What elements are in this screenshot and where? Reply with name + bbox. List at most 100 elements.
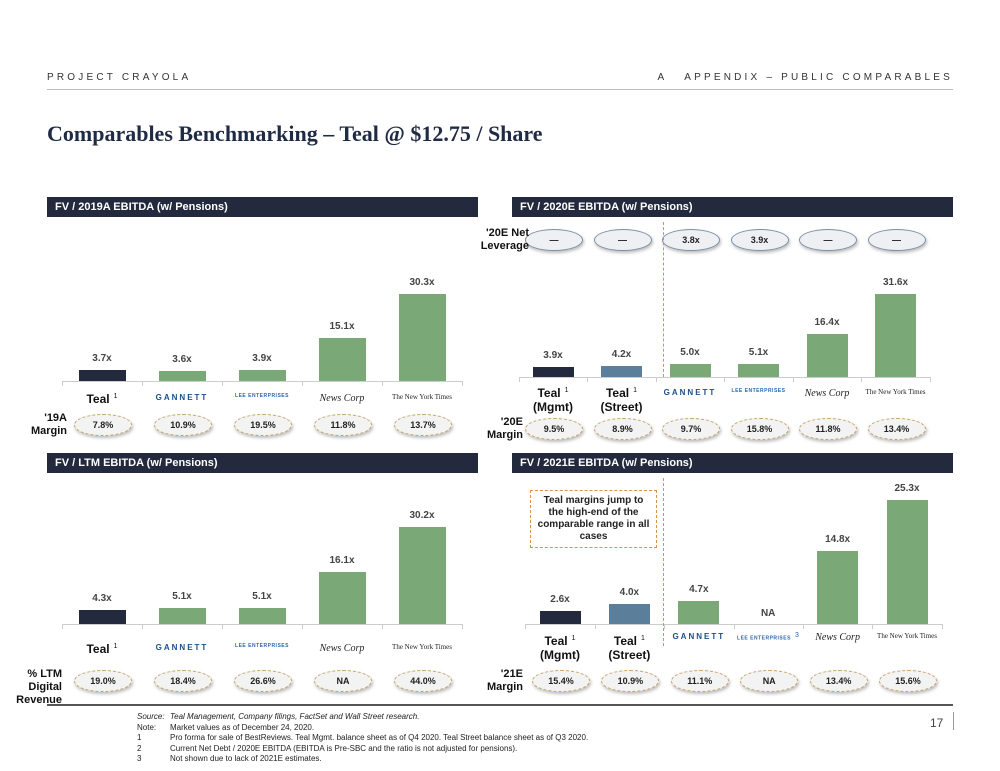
project-name: PROJECT CRAYOLA — [47, 72, 192, 83]
bar — [398, 527, 446, 624]
data-label: 30.3x — [409, 277, 435, 289]
bar — [886, 500, 928, 624]
leverage-badge: — — [799, 229, 857, 251]
leverage-badge: 3.9x — [730, 229, 789, 251]
footnote: 2 Current Net Debt / 2020E EBITDA (EBITDA… — [137, 743, 518, 753]
bar — [78, 610, 126, 624]
page-title: Comparables Benchmarking – Teal @ $12.75… — [47, 121, 543, 146]
margin-badge: 44.0% — [394, 670, 452, 692]
bar — [738, 363, 779, 377]
axis-tick — [525, 624, 527, 629]
margin-badge: 10.9% — [601, 670, 660, 692]
margin-badge: 7.8% — [74, 414, 132, 436]
margin-badge: 15.6% — [879, 670, 937, 692]
data-label: 4.7x — [689, 583, 709, 595]
divider-line — [663, 222, 664, 377]
margin-badge: 19.0% — [74, 670, 132, 692]
bar — [669, 363, 711, 377]
category-label: Teal 1 (Mgmt) — [533, 386, 573, 414]
axis-tick — [222, 381, 223, 386]
bar — [806, 333, 848, 377]
margin-badge: 19.5% — [234, 414, 292, 436]
axis-tick — [929, 377, 931, 382]
margin-badge: 26.6% — [234, 670, 292, 692]
data-label: 15.1x — [329, 320, 355, 332]
axis-tick — [594, 624, 596, 629]
margin-badge: 10.9% — [154, 414, 212, 436]
company-logo: The New York Times — [392, 643, 452, 651]
data-label: 25.3x — [894, 483, 920, 495]
company-logo: News Corp — [319, 393, 365, 404]
page-number-divider — [953, 712, 954, 730]
axis-tick — [382, 381, 383, 386]
data-label: 5.1x — [252, 590, 272, 602]
axis-tick — [655, 377, 657, 382]
company-logo: GANNETT — [155, 643, 209, 652]
margin-badge: 11.1% — [670, 670, 729, 692]
margin-badge: 15.8% — [730, 418, 789, 440]
data-label: 3.6x — [172, 353, 192, 365]
axis-tick — [872, 624, 874, 629]
footnote: Source: Teal Management, Company filings,… — [137, 712, 420, 721]
leverage-badge: — — [525, 229, 583, 251]
axis-tick — [587, 377, 589, 382]
category-label: Teal 1 (Mgmt) — [540, 634, 580, 662]
data-label: 5.1x — [748, 346, 769, 358]
company-logo: GANNETT — [672, 632, 726, 641]
axis-tick — [222, 624, 223, 629]
category-label: Teal 1 (Street) — [608, 634, 651, 662]
data-label: 5.1x — [172, 590, 192, 602]
leverage-badge: — — [593, 229, 652, 251]
axis-tick — [462, 624, 463, 629]
data-label: 4.2x — [611, 348, 632, 360]
bar — [398, 294, 446, 381]
margin-badge: 15.4% — [532, 670, 590, 692]
company-logo: LEE ENTERPRISES 3 — [737, 632, 800, 642]
bar — [318, 337, 366, 381]
margin-row-label: % LTM Digital Revenue — [16, 668, 62, 706]
axis-tick — [518, 377, 520, 382]
data-label: 4.3x — [92, 593, 112, 605]
axis-tick — [462, 381, 463, 386]
header-divider — [47, 89, 953, 90]
footnote-mark: 3 — [794, 632, 800, 639]
company-logo: LEE ENTERPRISES — [235, 643, 289, 649]
panel-header: FV / 2020E EBITDA (w/ Pensions) — [512, 197, 953, 217]
page-number: 17 — [930, 716, 944, 730]
category-label: Teal 1 (Street) — [600, 386, 643, 414]
leverage-row-label: '20E Net Leverage — [480, 227, 529, 252]
x-axis — [62, 624, 462, 625]
company-logo: The New York Times — [877, 632, 937, 640]
leverage-badge: 3.8x — [662, 229, 720, 251]
data-label: 2.6x — [550, 594, 570, 606]
margin-badge: 11.8% — [799, 418, 857, 440]
margin-badge: NA — [740, 670, 799, 692]
footnote: 3 Not shown due to lack of 2021E estimate… — [137, 754, 322, 763]
axis-tick — [941, 624, 943, 629]
company-logo: GANNETT — [663, 388, 717, 397]
bar — [238, 369, 286, 381]
data-label: 14.8x — [825, 534, 851, 546]
footnote: 1 Pro forma for sale of BestReviews. Teal… — [137, 733, 589, 742]
data-label: 3.9x — [252, 352, 272, 364]
margin-row-label: '21E Margin — [486, 668, 523, 693]
margin-badge: NA — [314, 670, 372, 692]
margin-row-label: '20E Margin — [486, 416, 523, 441]
axis-tick — [664, 624, 666, 629]
leverage-badge: — — [867, 229, 926, 251]
margin-badge: 13.4% — [867, 418, 926, 440]
data-label: 16.1x — [329, 555, 355, 567]
company-logo: News Corp — [804, 388, 850, 399]
data-label: 4.0x — [619, 587, 640, 599]
footnote: Note: Market values as of December 24, 20… — [137, 722, 315, 732]
axis-tick — [62, 624, 63, 629]
bar — [158, 607, 206, 624]
category-label: Teal 1 — [86, 642, 118, 656]
axis-tick — [861, 377, 863, 382]
data-label: 5.0x — [680, 346, 700, 358]
category-label: Teal 1 — [86, 392, 118, 406]
company-logo: The New York Times — [865, 388, 926, 396]
data-label: 3.9x — [543, 349, 563, 361]
margin-badge: 9.7% — [662, 418, 720, 440]
